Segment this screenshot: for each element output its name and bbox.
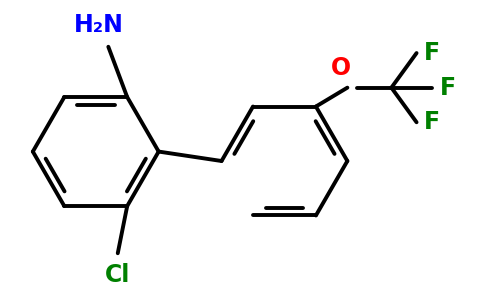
Text: F: F [424, 110, 440, 134]
Text: F: F [424, 41, 440, 65]
Text: O: O [331, 56, 351, 80]
Text: H₂N: H₂N [74, 13, 124, 37]
Text: Cl: Cl [105, 263, 131, 287]
Text: F: F [440, 76, 456, 100]
